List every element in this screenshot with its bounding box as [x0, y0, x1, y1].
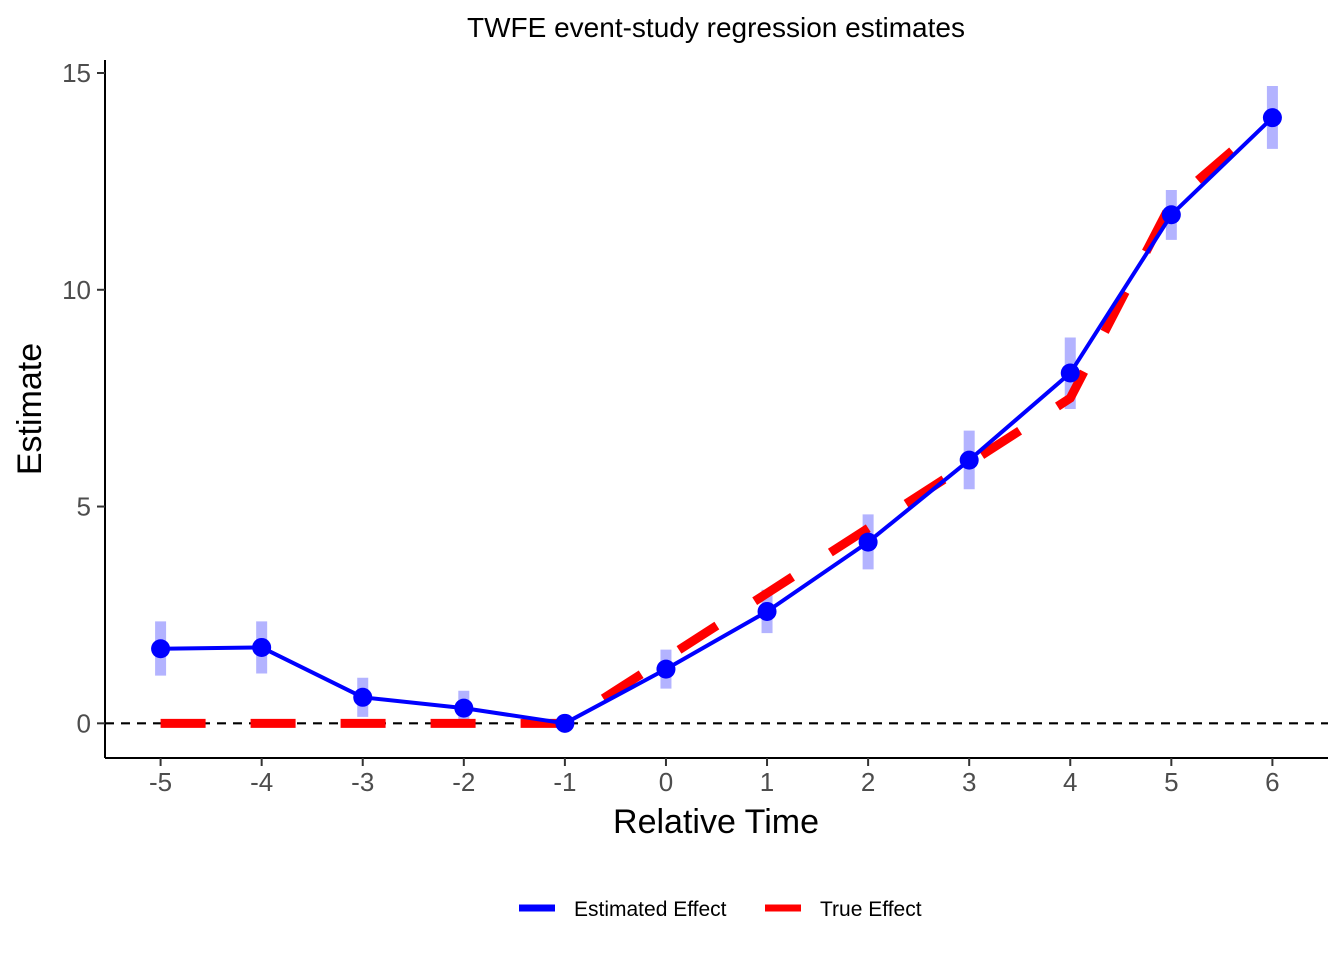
y-tick-label: 15	[62, 58, 91, 88]
x-tick-label: -2	[452, 767, 475, 797]
axis-ticks: -5 -4 -3 -2 -1 0 1 2 3 4 5 6 0 5 10 15	[62, 58, 1280, 797]
x-tick-label: -3	[351, 767, 374, 797]
data-point	[959, 450, 979, 470]
chart-title: TWFE event-study regression estimates	[467, 12, 965, 43]
y-axis-title: Estimate	[11, 343, 49, 475]
x-tick-label: 1	[760, 767, 774, 797]
legend: Estimated Effect True Effect	[519, 898, 922, 921]
legend-label-true: True Effect	[820, 898, 922, 921]
series-line-true-effect	[160, 112, 1276, 728]
x-tick-label: 0	[659, 767, 673, 797]
x-tick-label: 6	[1265, 767, 1279, 797]
y-tick-label: 10	[62, 275, 91, 305]
x-tick-label: 4	[1063, 767, 1077, 797]
data-point	[1262, 108, 1282, 128]
data-point	[555, 713, 575, 733]
data-point	[252, 637, 272, 657]
x-tick-label: 2	[861, 767, 875, 797]
data-point	[151, 639, 171, 659]
y-tick-label: 5	[77, 492, 91, 522]
x-tick-label: -4	[250, 767, 273, 797]
data-point	[454, 698, 474, 718]
data-point	[757, 601, 777, 621]
x-axis-title: Relative Time	[613, 803, 819, 841]
series-line-estimated-effect	[160, 116, 1274, 726]
x-tick-label: -1	[553, 767, 576, 797]
data-point	[656, 659, 676, 679]
x-tick-label: 5	[1164, 767, 1178, 797]
data-point	[1161, 205, 1181, 225]
plot-area	[105, 86, 1328, 733]
legend-label-estimated: Estimated Effect	[574, 898, 727, 921]
data-point	[1060, 363, 1080, 383]
x-tick-label: 3	[962, 767, 976, 797]
x-tick-label: -5	[149, 767, 172, 797]
y-tick-label: 0	[77, 708, 91, 738]
data-point	[353, 687, 373, 707]
data-point	[858, 532, 878, 552]
